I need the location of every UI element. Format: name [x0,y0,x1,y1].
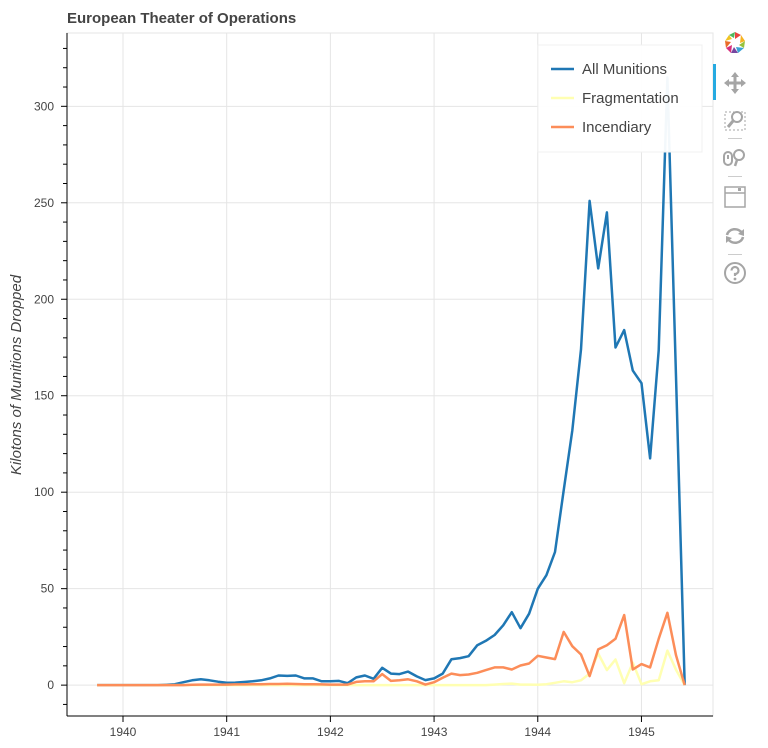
series-lines [97,76,686,687]
save-icon[interactable] [722,184,748,210]
toolbar-separator [728,176,742,177]
series-line-all-munitions [97,76,686,687]
series-line-incendiary [97,611,686,687]
toolbar-separator [728,138,742,139]
box-zoom-icon[interactable] [722,107,748,133]
legend-label: All Munitions [582,61,667,78]
y-tick-label: 300 [34,99,54,113]
y-tick-label: 150 [34,389,54,403]
y-axis-label: Kilotons of Munitions Dropped [8,274,25,475]
legend-label: Incendiary [582,119,652,136]
y-tick-label: 50 [41,582,55,596]
y-tick-label: 0 [47,678,54,692]
y-tick-label: 200 [34,292,54,306]
x-axis: 1940 1941 1942 1943 1944 1945 [110,716,655,739]
x-tick-label: 1943 [421,725,448,739]
y-tick-label: 100 [34,485,54,499]
pan-icon[interactable] [722,70,748,96]
x-tick-label: 1945 [628,725,655,739]
x-tick-label: 1944 [524,725,551,739]
legend-label: Fragmentation [582,90,679,107]
wheel-zoom-icon[interactable] [722,145,748,171]
x-tick-label: 1941 [213,725,240,739]
legend: All Munitions Fragmentation Incendiary [537,44,703,153]
y-axis: 0 50 100 150 200 250 300 [34,47,67,705]
x-tick-label: 1940 [110,725,137,739]
chart-title: European Theater of Operations [67,10,296,27]
help-icon[interactable] [722,260,748,286]
bokeh-logo-icon[interactable] [722,30,748,56]
y-tick-label: 250 [34,196,54,210]
toolbar-separator [728,254,742,255]
axes [66,33,713,717]
active-tool-indicator [713,64,716,100]
x-tick-label: 1942 [317,725,344,739]
reset-icon[interactable] [722,223,748,249]
